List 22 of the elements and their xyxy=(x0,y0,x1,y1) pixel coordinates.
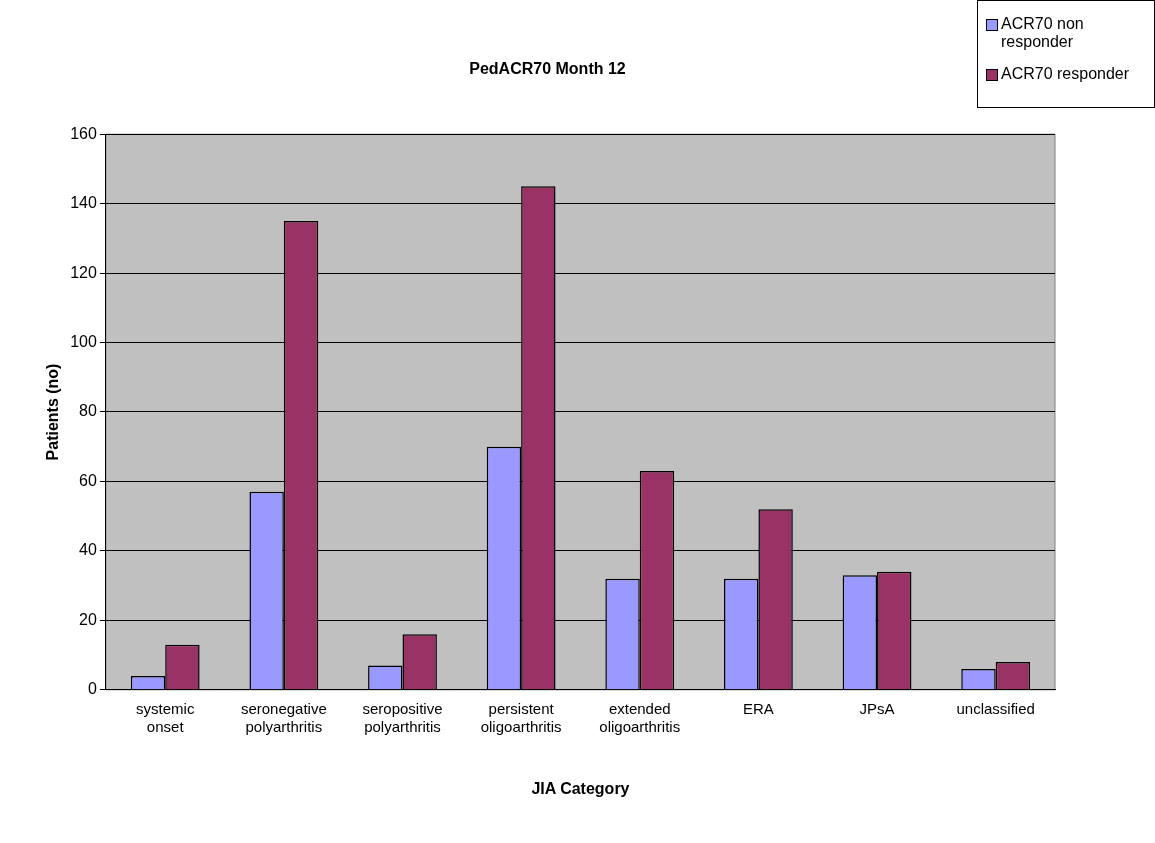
x-tick-label: seronegative polyarthritis xyxy=(240,699,327,735)
y-tick-label: 60 xyxy=(79,471,97,489)
legend-label: ACR70 responder xyxy=(1001,65,1130,83)
y-tick-label: 80 xyxy=(79,402,97,420)
y-tick-label: 40 xyxy=(79,541,97,559)
y-tick-label: 100 xyxy=(70,332,97,350)
y-tick-label: 0 xyxy=(87,680,97,698)
x-tick-label: unclassified xyxy=(956,699,1035,717)
y-axis-title: Patients (no) xyxy=(44,363,62,461)
y-tick-label: 140 xyxy=(70,194,97,212)
legend-label: ACR70 non responder xyxy=(1001,15,1085,51)
y-tick-label: 160 xyxy=(70,124,97,142)
x-tick-label: systemic onset xyxy=(136,699,195,735)
x-tick-label: persistent oligoarthritis xyxy=(480,699,562,735)
x-tick-label: ERA xyxy=(742,699,774,717)
x-tick-label: JPsA xyxy=(859,699,895,717)
x-axis-title: JIA Category xyxy=(531,779,630,797)
chart-title: PedACR70 Month 12 xyxy=(469,60,626,78)
y-tick-label: 20 xyxy=(79,610,97,628)
x-tick-label: extended oligoarthritis xyxy=(599,699,681,735)
y-tick-label: 120 xyxy=(70,263,97,281)
x-tick-label: seropositive polyarthritis xyxy=(362,699,443,735)
